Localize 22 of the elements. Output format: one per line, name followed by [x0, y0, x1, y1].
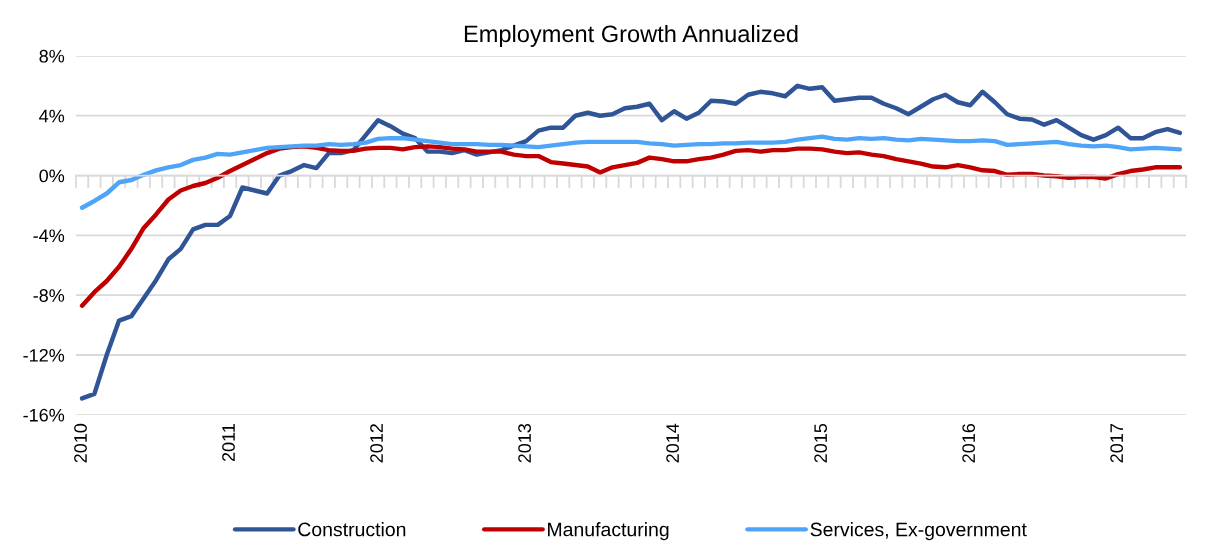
line-series: [79, 134, 1183, 210]
x-tick-label: 2016: [962, 423, 976, 463]
line-series: [79, 144, 1183, 308]
y-tick-label: -8%: [33, 289, 65, 302]
y-tick-label: 0%: [39, 169, 65, 183]
x-tick-label: 2013: [518, 423, 531, 463]
y-tick-label: -4%: [33, 229, 65, 243]
x-tick-label: 2015: [814, 423, 828, 463]
legend-label: Manufacturing: [548, 522, 669, 541]
x-tick-label: 2012: [370, 424, 383, 463]
y-tick-label: -12%: [23, 348, 65, 362]
x-tick-label: 2011: [222, 424, 235, 462]
y-tick-label: 8%: [39, 49, 65, 63]
x-tick-label: 2017: [1110, 424, 1124, 463]
y-tick-label: 4%: [39, 109, 65, 123]
legend-label: Construction: [298, 522, 406, 537]
line-series: [79, 83, 1183, 401]
x-tick-label: 2010: [74, 423, 87, 463]
legend-label: Services, Ex-government: [810, 522, 1027, 541]
chart-title: Employment Growth Annualized: [464, 24, 798, 47]
x-tick-label: 2014: [666, 423, 679, 463]
y-tick-label: -16%: [23, 408, 65, 422]
